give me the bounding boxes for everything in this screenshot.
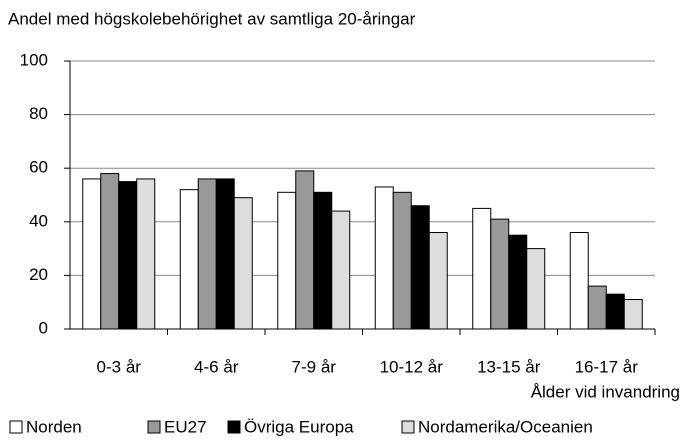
legend-swatch <box>401 420 415 434</box>
y-tick-label: 100 <box>20 50 48 69</box>
y-tick-label: 40 <box>29 211 48 230</box>
bar <box>623 299 643 330</box>
chart-title: Andel med högskolebehörighet av samtliga… <box>8 9 416 28</box>
legend-swatch <box>227 420 241 434</box>
legend-swatch <box>9 420 23 434</box>
bar <box>508 234 528 330</box>
x-tick-label: 16-17 år <box>575 357 639 376</box>
bar <box>374 186 394 330</box>
bar <box>295 170 315 330</box>
y-tick-label: 80 <box>29 104 48 123</box>
bar <box>100 173 120 330</box>
bar <box>410 205 430 330</box>
x-tick-label: 10-12 år <box>380 357 444 376</box>
bar <box>233 197 253 330</box>
x-tick-label: 4-6 år <box>194 357 239 376</box>
x-tick-label: 0-3 år <box>97 357 142 376</box>
legend-label: Nordamerika/Oceanien <box>418 417 593 436</box>
y-tick-label: 60 <box>29 158 48 177</box>
bar <box>82 178 102 330</box>
y-tick-label: 0 <box>39 318 48 337</box>
bar <box>569 232 589 330</box>
bar <box>490 218 510 330</box>
bar <box>331 210 351 330</box>
legend-swatch <box>147 420 161 434</box>
legend-label: Övriga Europa <box>244 417 354 436</box>
bar <box>118 181 138 330</box>
bar <box>587 285 607 330</box>
bar <box>392 191 412 330</box>
bar <box>605 293 625 330</box>
bar <box>277 191 297 330</box>
bar <box>136 178 156 330</box>
x-tick-label: 7-9 år <box>292 357 337 376</box>
bar <box>472 207 492 330</box>
bar <box>526 248 546 330</box>
legend-label: Norden <box>26 417 82 436</box>
y-tick-label: 20 <box>29 265 48 284</box>
x-tick-label: 13-15 år <box>477 357 541 376</box>
legend-label: EU27 <box>164 417 207 436</box>
bar <box>313 191 333 330</box>
bar <box>179 189 199 330</box>
bar <box>197 178 217 330</box>
bar <box>215 178 235 330</box>
bar <box>428 232 448 330</box>
x-axis-title: Ålder vid invandring <box>531 382 680 401</box>
